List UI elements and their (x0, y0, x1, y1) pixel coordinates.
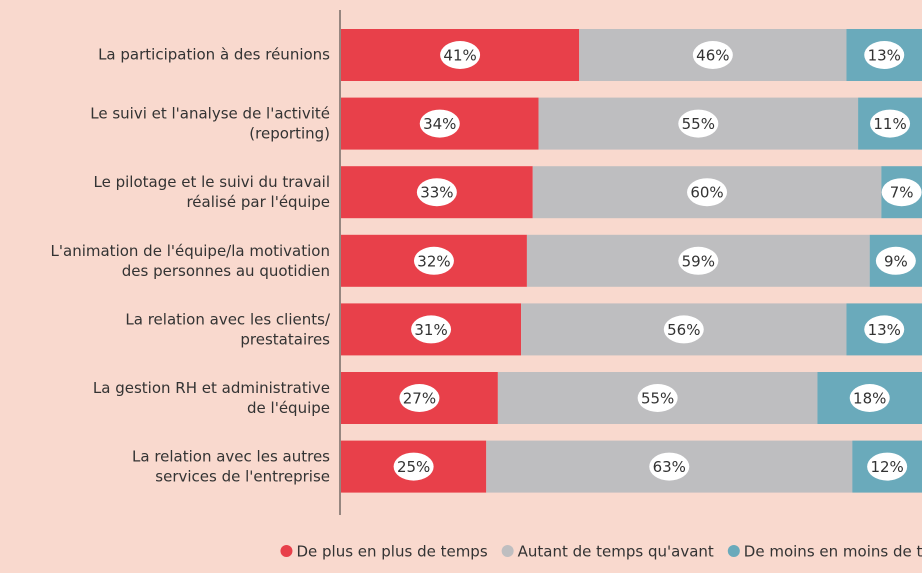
y-tick-label: La relation avec les autres services de l… (132, 447, 330, 485)
legend-label: Autant de temps qu'avant (518, 543, 714, 561)
y-tick-label: La relation avec les clients/prestataire… (125, 310, 331, 348)
label-line: réalisé par l'équipe (186, 193, 330, 211)
value-label-bg (663, 315, 704, 344)
value-label: 60% (690, 184, 723, 202)
value-label: 46% (696, 47, 729, 65)
value-label: 27% (403, 390, 436, 408)
value-label: 55% (682, 115, 715, 133)
value-label-bg (399, 384, 440, 412)
value-label-bg (419, 109, 460, 138)
y-tick-label: L'animation de l'équipe/la motivation des… (51, 241, 330, 279)
label-line: L'animation de l'équipe/la motivation (51, 241, 330, 259)
value-label: 13% (868, 321, 901, 339)
value-label-bg (413, 246, 454, 275)
value-label-bg (678, 109, 719, 138)
value-label-bg (849, 384, 890, 412)
value-label-bg (416, 178, 457, 207)
value-label: 31% (414, 321, 447, 339)
value-label: 9% (884, 252, 908, 270)
y-tick-label: La gestion RH et administrative de l'équi… (93, 379, 330, 417)
legend-marker (727, 545, 740, 557)
label-line: La relation avec les autres (132, 447, 330, 465)
legend: De plus en plus de temps Autant de temps … (280, 543, 922, 561)
value-label: 7% (890, 184, 914, 202)
value-label: 63% (653, 458, 686, 476)
value-label-bg (875, 246, 916, 275)
value-label: 11% (873, 115, 906, 133)
y-tick-label: Le pilotage et le suivi du travail réalis… (94, 173, 331, 211)
legend-label: De plus en plus de temps (296, 543, 487, 561)
y-tick-label: La participation à des réunions (98, 46, 330, 64)
label-line: services de l'entreprise (155, 467, 330, 485)
label-line: Le pilotage et le suivi du travail (94, 173, 331, 191)
value-label: 18% (853, 390, 886, 408)
label-line: (reporting) (249, 124, 330, 142)
value-label-bg (637, 384, 678, 412)
value-label-bg (687, 178, 728, 207)
value-label: 41% (443, 47, 476, 65)
label-line: Le suivi et l'analyse de l'activité (90, 104, 330, 122)
value-label-bg (440, 41, 481, 69)
value-label-bg (692, 41, 733, 69)
legend-marker (280, 545, 293, 557)
value-label: 32% (417, 252, 450, 270)
legend-label: De moins en moins de temps (744, 543, 922, 561)
value-label-bg (649, 452, 690, 481)
label-line: La relation avec les clients/ (125, 310, 331, 328)
value-label-bg (393, 452, 434, 481)
y-tick-label: Le suivi et l'analyse de l'activité (repo… (90, 104, 330, 142)
value-label: 59% (682, 252, 715, 270)
value-label-bg (864, 315, 905, 344)
legend-marker (501, 545, 514, 557)
value-label: 13% (868, 47, 901, 65)
value-label-bg (870, 109, 911, 138)
value-label: 12% (870, 458, 903, 476)
value-label: 34% (423, 115, 456, 133)
label-line: de l'équipe (247, 399, 330, 417)
value-label-bg (864, 41, 905, 69)
label-line: La gestion RH et administrative (93, 379, 330, 397)
label-line: prestataires (240, 330, 330, 348)
value-label: 55% (641, 390, 674, 408)
value-label-bg (881, 178, 922, 207)
value-label: 56% (667, 321, 700, 339)
value-label: 33% (420, 184, 453, 202)
value-label-bg (867, 452, 908, 481)
value-label-bg (411, 315, 452, 344)
value-label-bg (678, 246, 719, 275)
label-line: des personnes au quotidien (122, 261, 330, 279)
value-label: 25% (397, 458, 430, 476)
